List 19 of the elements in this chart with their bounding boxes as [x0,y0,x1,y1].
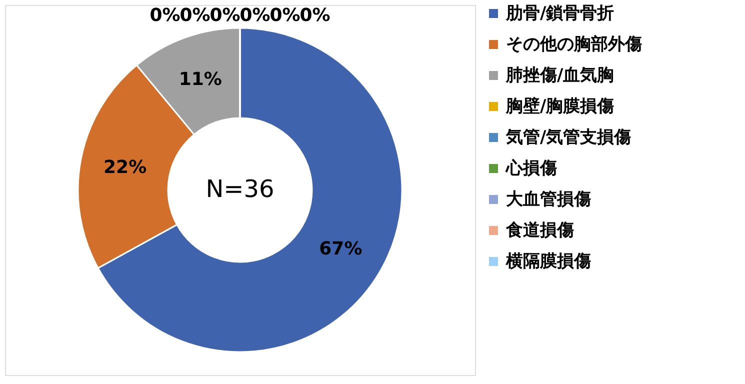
text: 0% [180,5,210,26]
text: 0% [270,5,300,26]
legend-label: 肺挫傷/血気胸 [505,66,614,86]
data-label: 22% [104,157,147,178]
legend-label: 心損傷 [505,158,557,178]
text: 0% [300,5,330,26]
legend-label: 横隔膜損傷 [505,252,591,272]
text: N=36 [206,175,274,203]
data-label: 67% [319,238,362,260]
legend-label: 気管/気管支損傷 [505,128,632,148]
text: 0% [210,5,240,26]
data-label: 11% [178,68,222,90]
text: 0% [240,5,270,26]
text: 0% [150,5,180,26]
legend-label: 肋骨/鎖骨骨折 [505,4,614,24]
legend-label: 食道損傷 [505,220,574,240]
legend-label: 胸壁/胸膜損傷 [505,96,614,116]
legend-label: その他の胸部外傷 [506,34,642,54]
legend-label: 大血管損傷 [506,190,591,210]
